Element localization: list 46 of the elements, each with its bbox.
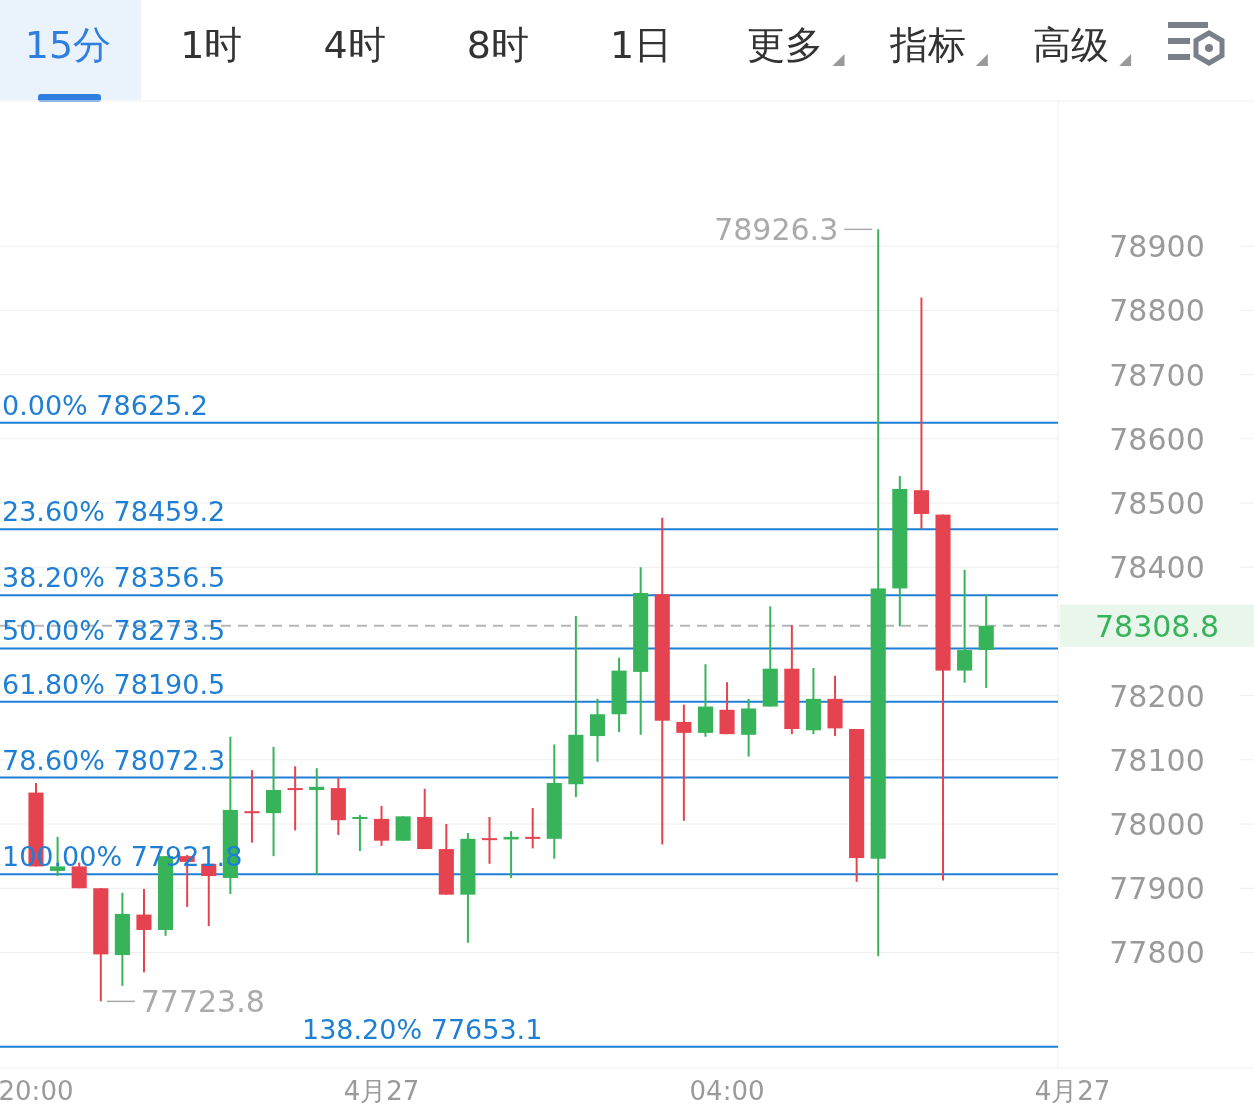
- candlestick: [309, 767, 325, 876]
- text: 8时: [466, 23, 529, 67]
- ref-line-label: 0.00% 78625.2: [2, 389, 209, 421]
- ref-line-label: 78308.8: [1094, 608, 1220, 644]
- y-tick-label: 78500: [1109, 486, 1205, 522]
- y-tick-label: 78100: [1109, 742, 1205, 778]
- candlestick: [957, 568, 973, 684]
- annotation: 78926.3: [714, 212, 839, 248]
- candlestick: [265, 746, 282, 858]
- x-tick-label: 04:00: [689, 1076, 765, 1106]
- candlestick: [352, 814, 368, 852]
- y-tick-label: 77900: [1109, 871, 1205, 907]
- annotation: 77723.8: [140, 984, 265, 1020]
- x-tick-label: 20:00: [0, 1076, 74, 1106]
- y-tick-label: 78600: [1109, 421, 1205, 457]
- y-tick-label: 78400: [1109, 550, 1205, 586]
- y-tick-label: 78000: [1109, 807, 1205, 843]
- ref-line-label: 50.00% 78273.5: [2, 615, 226, 647]
- y-tick-label: 78900: [1109, 229, 1205, 265]
- ref-line-label: 61.80% 78190.5: [2, 668, 226, 700]
- candlestick: [525, 806, 541, 850]
- text: 1时: [180, 23, 243, 67]
- y-tick-label: 78200: [1109, 678, 1205, 714]
- candlestick: [287, 765, 303, 832]
- candlestick: [481, 815, 498, 865]
- y-tick-label: 77800: [1109, 935, 1205, 971]
- y-tick-label: 78800: [1109, 293, 1205, 329]
- candlestick: [913, 296, 929, 530]
- ref-line-label: 138.20% 77653.1: [302, 1013, 543, 1045]
- text: 15分: [24, 23, 112, 67]
- text: 更多: [746, 23, 823, 67]
- text: 1日: [610, 23, 673, 67]
- text: 指标: [888, 23, 966, 67]
- candlestick: [136, 887, 152, 974]
- y-tick-label: 78700: [1109, 357, 1205, 393]
- text: 高级: [1033, 23, 1110, 67]
- ref-line-label: 78.60% 78072.3: [2, 744, 226, 776]
- x-tick-label: 4月27: [1034, 1076, 1111, 1106]
- candlestick: [244, 769, 260, 844]
- candlestick: [373, 805, 390, 847]
- candlestick: [676, 703, 692, 822]
- ref-line-label: 23.60% 78459.2: [2, 496, 226, 528]
- text: 4时: [323, 23, 386, 67]
- ref-line-label: 38.20% 78356.5: [2, 562, 226, 594]
- x-tick-label: 4月27: [343, 1076, 420, 1106]
- candlestick: [589, 697, 606, 763]
